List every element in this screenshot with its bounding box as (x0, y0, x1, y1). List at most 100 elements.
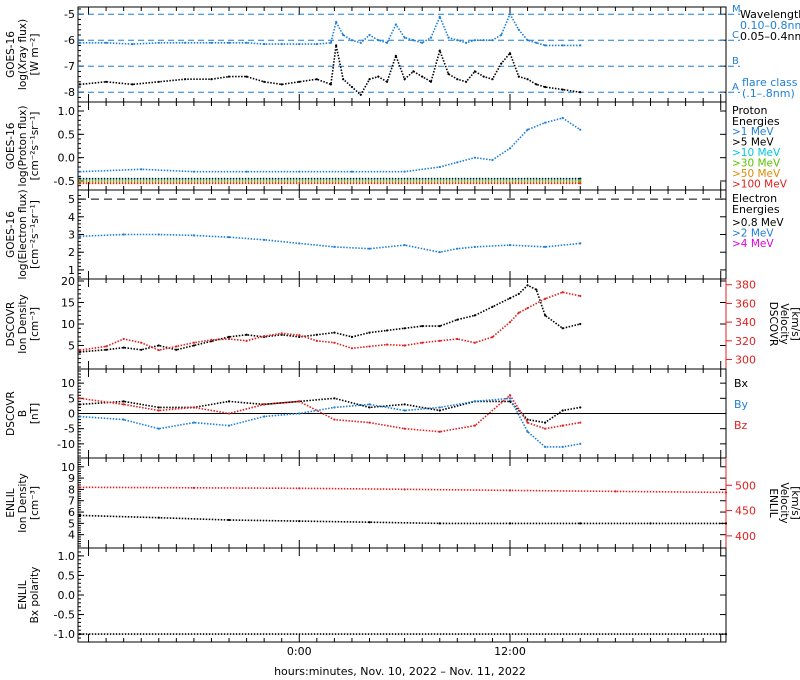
legend-item: >30 MeV (732, 158, 781, 170)
data-point (315, 43, 318, 46)
data-point (280, 332, 283, 335)
data-point (315, 78, 318, 81)
data-point (333, 397, 336, 400)
data-point (377, 75, 380, 78)
data-point (78, 633, 81, 636)
data-point (526, 418, 529, 421)
data-point (500, 33, 503, 37)
y-right-label: [km/s] (789, 307, 800, 341)
y-tick-label: 8 (68, 483, 75, 496)
data-point (535, 41, 538, 44)
data-point (724, 522, 728, 525)
data-point (157, 41, 160, 44)
data-point (368, 521, 371, 524)
data-point (508, 13, 512, 16)
y-right-label: ENLIL (767, 488, 779, 517)
data-point (473, 39, 476, 42)
legend-item: Bz (734, 419, 748, 432)
data-point (359, 93, 362, 96)
y-tick-label: 0.0 (58, 589, 76, 602)
data-point (508, 489, 512, 492)
data-point (526, 421, 529, 424)
y-axis-label: log(Xray flux) (17, 19, 29, 90)
y-tick-label: 4 (68, 529, 75, 542)
legend-item: >1 MeV (732, 126, 774, 138)
data-point (456, 78, 459, 81)
data-point (412, 70, 415, 73)
data-point (438, 409, 441, 412)
data-point (350, 85, 354, 89)
data-point (131, 83, 134, 86)
data-point (508, 397, 512, 400)
data-point (368, 406, 371, 409)
legend-title: Proton (732, 104, 767, 117)
y-tick-label: -5 (64, 423, 75, 436)
data-point (377, 39, 380, 42)
y-axis-label: log(Proton flux) (17, 106, 29, 187)
y-tick-label: 5 (68, 392, 75, 405)
data-point (368, 345, 371, 348)
data-point (403, 327, 406, 330)
data-point (544, 121, 547, 124)
data-point (104, 348, 108, 351)
y-tick-label: 5 (68, 193, 75, 206)
data-point (482, 75, 485, 78)
y-axis-label: Ion Density (17, 473, 29, 532)
series-line (79, 117, 581, 173)
data-point (140, 348, 143, 351)
data-point (184, 78, 187, 81)
data-point (491, 305, 494, 308)
data-point (482, 39, 485, 42)
data-point (438, 49, 441, 52)
data-point (227, 75, 231, 78)
data-point (342, 78, 345, 81)
data-point (403, 409, 406, 412)
data-point (78, 514, 81, 517)
data-point (517, 292, 520, 295)
data-point (245, 339, 248, 342)
data-point (122, 400, 125, 403)
legend-class-label: (.1–.8nm) (742, 87, 795, 100)
data-point (579, 128, 582, 131)
data-point (298, 334, 301, 337)
data-point (227, 518, 231, 522)
panel-frame (77, 547, 727, 643)
data-point (526, 284, 529, 287)
data-point (421, 341, 424, 344)
data-point (438, 325, 441, 328)
y-right-tick-label: 360 (735, 297, 756, 310)
data-point (280, 43, 283, 46)
data-point (724, 491, 728, 494)
data-point (464, 41, 468, 44)
y-tick-label: 7 (68, 495, 75, 508)
data-point (122, 346, 125, 349)
data-point (579, 182, 582, 185)
data-point (329, 83, 332, 86)
legend-title: Energies (732, 115, 780, 128)
data-point (78, 415, 81, 418)
data-point (579, 442, 582, 445)
y-axis-label: [cm⁻²s⁻¹sr⁻¹] (29, 200, 41, 269)
data-point (298, 520, 301, 523)
data-point (184, 41, 187, 44)
data-point (192, 341, 196, 344)
y-tick-label: 3 (68, 229, 75, 242)
data-point (227, 337, 231, 341)
data-point (508, 297, 512, 300)
data-point (78, 83, 81, 86)
data-point (333, 331, 336, 334)
data-point (403, 403, 406, 406)
data-point (298, 80, 301, 83)
data-point (526, 78, 529, 81)
data-point (724, 633, 728, 636)
data-point (508, 321, 512, 324)
data-point (561, 409, 564, 412)
y-axis-label: GOES-16 (5, 122, 17, 169)
data-point (517, 28, 520, 31)
series-line (79, 291, 581, 352)
data-point (456, 161, 459, 164)
data-point (245, 333, 248, 336)
data-point (535, 83, 538, 86)
